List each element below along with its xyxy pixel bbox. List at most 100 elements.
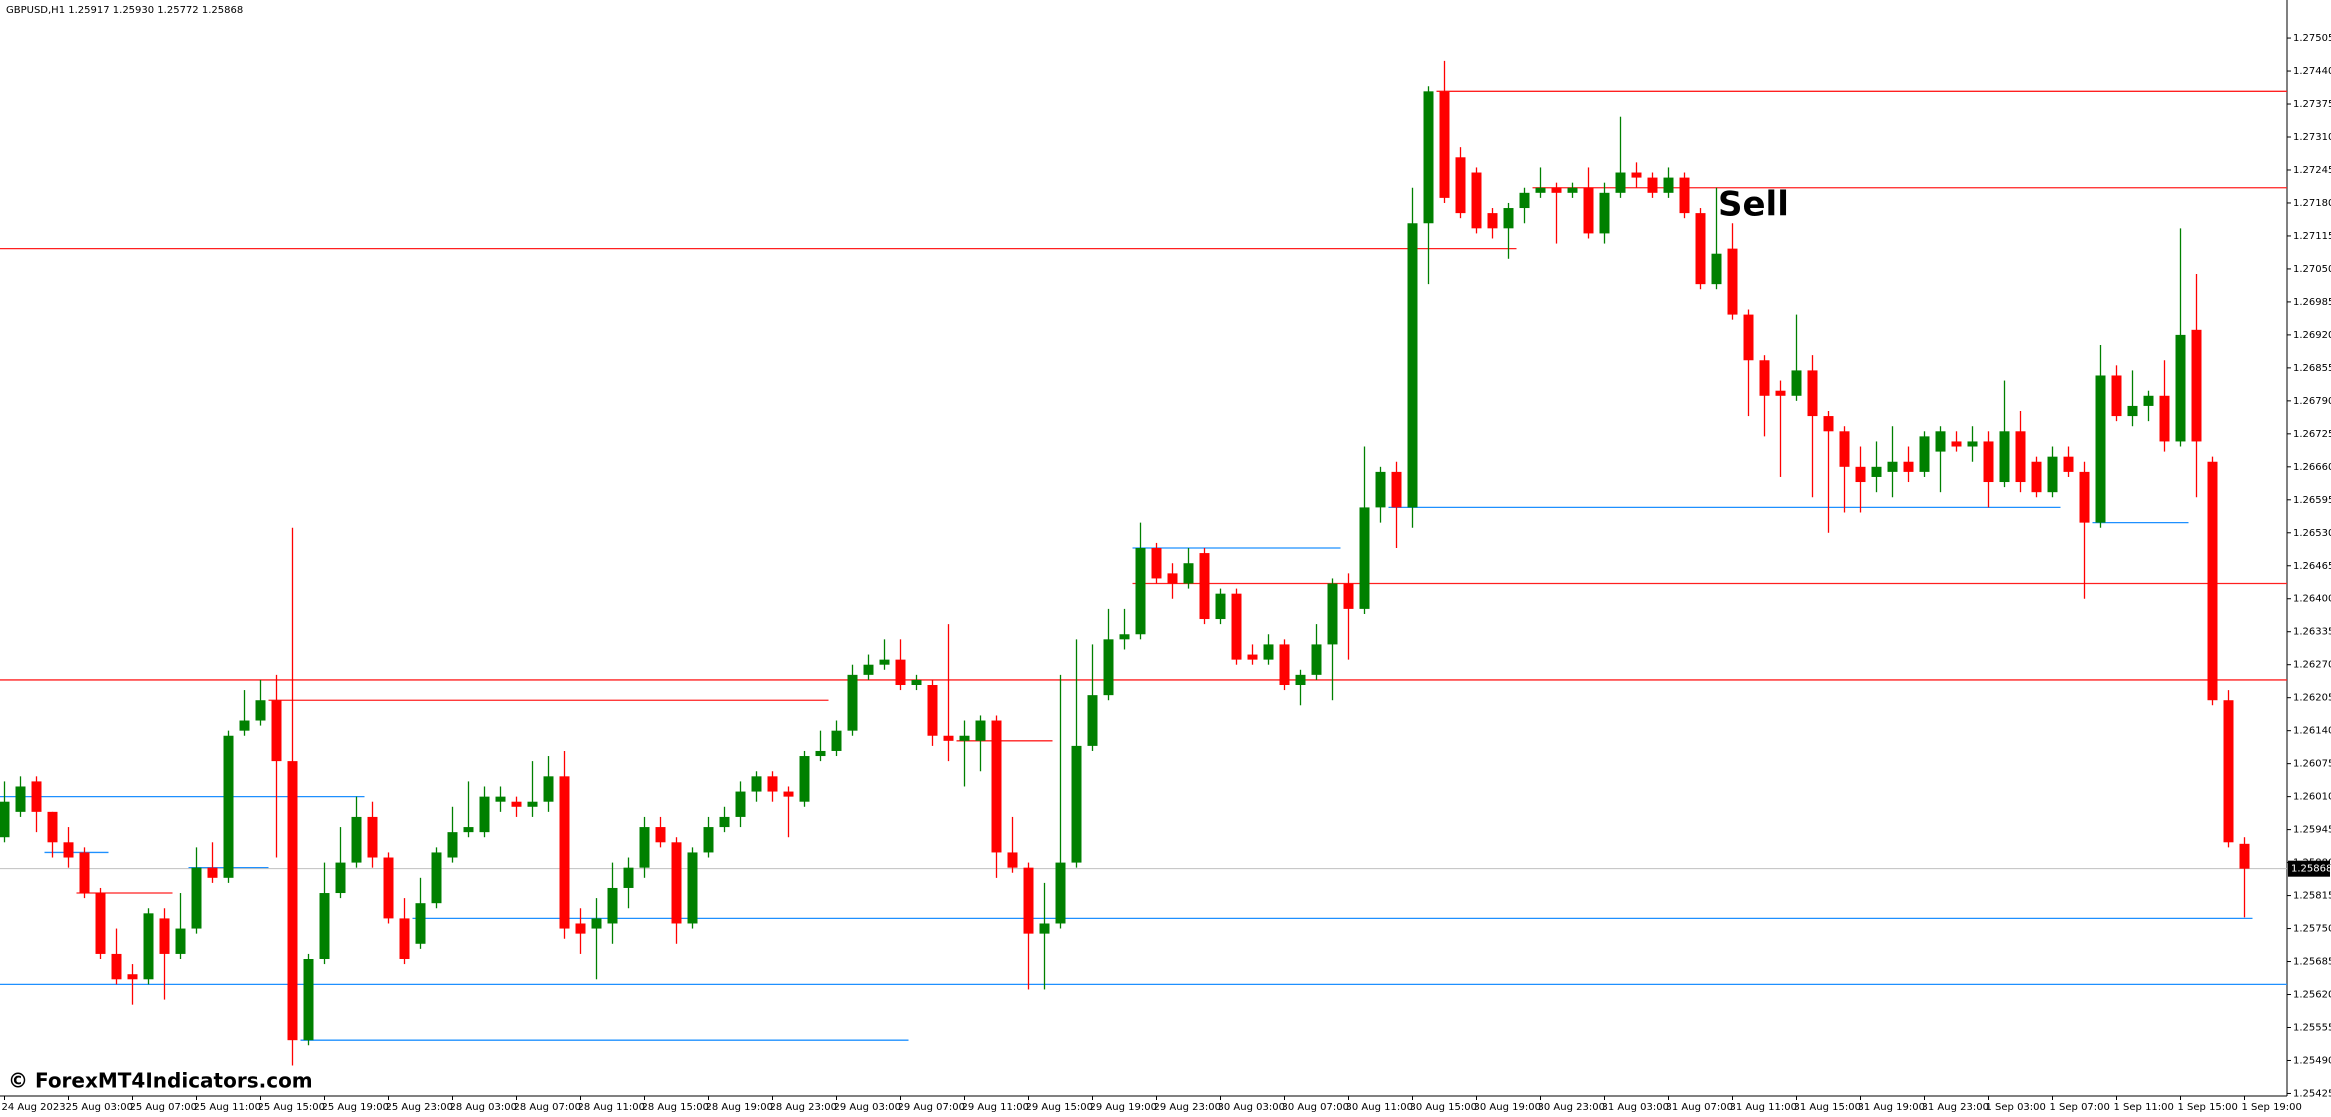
candle-body [1055,862,1066,924]
candle-body [1551,187,1562,193]
candle-body [1407,223,1418,508]
y-tick-label: 1.26400 [2293,594,2331,605]
candle-body [415,903,426,944]
candle-body [0,801,10,838]
candle-body [895,659,906,685]
candle-body [1919,436,1930,472]
candle-body [159,918,170,954]
candle-body [47,811,58,843]
x-tick-label: 30 Aug 03:00 [1218,1102,1285,1113]
candle-body [207,867,218,878]
candle-body [1103,639,1114,696]
y-tick-label: 1.25490 [2293,1055,2331,1066]
candle-body [719,816,730,828]
candle-body [879,659,890,665]
x-tick-label: 25 Aug 07:00 [130,1102,197,1113]
candle-body [1727,248,1738,315]
candle-body [1167,573,1178,584]
candle-body [975,720,986,741]
candle-body [735,791,746,817]
candle-body [543,776,554,802]
candle-body [927,685,938,736]
candle-body [1775,390,1786,396]
candle-body [2079,471,2090,523]
candle-body [95,893,106,954]
candle-body [767,776,778,792]
y-tick-label: 1.26725 [2293,429,2331,440]
y-tick-label: 1.27505 [2293,33,2331,44]
candle-body [1663,177,1674,193]
y-tick-label: 1.25945 [2293,825,2331,836]
candle-body [2127,405,2138,417]
candle-body [1295,674,1306,685]
candle-body [1471,172,1482,229]
x-tick-label: 31 Aug 15:00 [1794,1102,1861,1113]
y-tick-label: 1.26790 [2293,396,2331,407]
y-tick-label: 1.26530 [2293,528,2331,539]
candle-body [463,827,474,833]
candle-body [15,786,26,812]
candle-body [1711,253,1722,285]
candle-body [79,852,90,894]
candle-body [1151,548,1162,579]
candle-body [127,974,138,980]
candle-body [1871,466,1882,477]
candle-body [1839,431,1850,467]
candle-body [751,776,762,792]
y-tick-label: 1.27050 [2293,264,2331,275]
x-tick-label: 25 Aug 03:00 [66,1102,133,1113]
y-tick-label: 1.26270 [2293,660,2331,671]
candle-body [63,842,74,858]
candle-body [191,867,202,929]
x-tick-label: 1 Sep 11:00 [2114,1102,2174,1113]
candle-body [687,852,698,924]
candle-body [255,700,266,721]
x-tick-label: 29 Aug 11:00 [962,1102,1029,1113]
x-tick-label: 25 Aug 15:00 [258,1102,325,1113]
candle-body [1071,745,1082,863]
x-tick-label: 29 Aug 03:00 [834,1102,901,1113]
x-tick-label: 1 Sep 15:00 [2178,1102,2238,1113]
candle-body [31,781,42,812]
x-tick-label: 30 Aug 19:00 [1474,1102,1541,1113]
x-tick-label: 31 Aug 11:00 [1730,1102,1797,1113]
candle-body [1599,192,1610,234]
candle-body [1439,91,1450,198]
candle-body [319,893,330,959]
candle-body [399,918,410,959]
candle-body [1535,187,1546,193]
x-tick-label: 24 Aug 2023 [2,1102,66,1113]
candle-body [1903,461,1914,472]
y-tick-label: 1.25620 [2293,990,2331,1001]
candle-body [1583,187,1594,234]
x-tick-label: 29 Aug 23:00 [1154,1102,1221,1113]
candle-body [367,816,378,858]
candle-body [175,928,186,954]
candle-body [655,827,666,843]
y-tick-label: 1.26920 [2293,330,2331,341]
candle-body [1087,695,1098,746]
candle-body [383,857,394,919]
candle-body [1823,416,1834,432]
candle-body [1007,852,1018,868]
x-tick-label: 31 Aug 23:00 [1922,1102,1989,1113]
candle-body [2031,461,2042,493]
x-tick-label: 28 Aug 23:00 [770,1102,837,1113]
y-tick-label: 1.25815 [2293,891,2331,902]
x-tick-label: 1 Sep 03:00 [1986,1102,2046,1113]
candle-body [1999,431,2010,483]
candle-body [1503,208,1514,229]
candle-body [639,827,650,868]
x-tick-label: 28 Aug 19:00 [706,1102,773,1113]
candle-body [607,887,618,924]
current-price-label: 1.25868 [2291,864,2331,875]
candle-body [847,674,858,731]
candle-body [111,953,122,980]
current-price-box [2288,860,2330,877]
candle-body [815,750,826,757]
y-tick-label: 1.27180 [2293,198,2331,209]
y-tick-label: 1.25555 [2293,1023,2331,1034]
x-tick-label: 25 Aug 19:00 [322,1102,389,1113]
candle-body [2207,461,2218,701]
y-tick-label: 1.27310 [2293,132,2331,143]
